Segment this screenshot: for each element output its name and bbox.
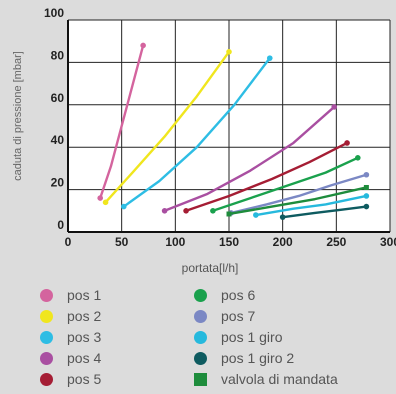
series-line: [122, 56, 271, 208]
legend-marker: [194, 330, 207, 344]
legend-label: pos 4: [67, 350, 102, 366]
legend-item-pos-3: pos 3: [40, 329, 101, 345]
y-tick-label: 0: [57, 218, 64, 232]
series-line: [163, 105, 336, 212]
x-tick-label: 100: [165, 235, 185, 249]
legend-item-pos-6: pos 6: [194, 287, 255, 303]
y-tick-label: 60: [51, 91, 65, 105]
y-axis-label: caduta di pressione [mbar]: [12, 51, 24, 181]
legend-marker-square: [194, 372, 207, 386]
series-end-marker: [266, 55, 273, 61]
series-start-marker: [102, 199, 109, 206]
series-line: [211, 156, 359, 212]
legend-item-pos-1-giro-2: pos 1 giro 2: [194, 350, 294, 366]
series-line: [184, 141, 349, 212]
series-start-marker: [226, 211, 232, 217]
legend-marker: [194, 288, 207, 302]
series-end-marker: [363, 171, 370, 178]
series-end-marker: [226, 49, 232, 55]
series-line: [254, 194, 368, 217]
legend-label: valvola di mandata: [221, 371, 338, 387]
legend-label: pos 1 giro: [221, 329, 283, 345]
pressure-drop-chart: 0 50 100 150 200 250 300 0 20 40 60 80 100: [44, 6, 396, 249]
x-tick-label: 0: [65, 235, 72, 249]
legend-marker: [40, 372, 53, 386]
legend-item-pos-2: pos 2: [40, 308, 101, 324]
series-line: [229, 173, 368, 215]
x-tick-label: 200: [273, 235, 293, 249]
legend-item-pos-1-giro: pos 1 giro: [194, 329, 282, 345]
series-end-marker: [363, 193, 370, 199]
x-axis-label: portata[l/h]: [181, 261, 239, 275]
series-end-marker: [363, 184, 369, 190]
legend-marker: [194, 351, 207, 365]
series-end-marker: [363, 203, 370, 210]
series-start-marker: [121, 203, 127, 210]
legend-label: pos 1: [67, 287, 102, 303]
legend-marker: [194, 309, 207, 323]
legend-item-pos-1: pos 1: [40, 287, 101, 303]
series-line: [227, 186, 368, 216]
legend-marker: [40, 288, 53, 302]
series-line: [281, 205, 368, 219]
series-start-marker: [97, 195, 103, 201]
legend-item-valvola-di-mandata: valvola di mandata: [194, 371, 338, 387]
series-start-marker: [210, 208, 216, 214]
legend-label: pos 5: [67, 371, 102, 387]
legend-marker: [40, 309, 53, 323]
legend-label: pos 3: [67, 329, 102, 345]
y-tick-label: 80: [51, 48, 65, 62]
series-end-marker: [344, 140, 350, 146]
legend: pos 1 pos 2 pos 3 pos 4 pos 5 pos 6 pos …: [40, 287, 390, 391]
legend-label: pos 2: [67, 308, 102, 324]
series-start-marker: [253, 212, 259, 218]
legend-item-pos-7: pos 7: [194, 308, 255, 324]
x-tick-label: 250: [326, 235, 346, 249]
series-end-marker: [331, 104, 337, 110]
series-start-marker: [183, 208, 189, 214]
x-tick-label: 50: [115, 235, 129, 249]
series-end-marker: [140, 42, 146, 49]
series-line: [104, 50, 231, 204]
legend-label: pos 6: [221, 287, 256, 303]
y-tick-label: 40: [51, 133, 65, 147]
series-line: [99, 44, 145, 200]
legend-item-pos-4: pos 4: [40, 350, 101, 366]
legend-marker: [40, 330, 53, 344]
x-tick-label: 300: [380, 235, 396, 249]
series-end-marker: [355, 155, 361, 161]
series-start-marker: [161, 208, 168, 214]
legend-label: pos 7: [221, 308, 256, 324]
legend-label: pos 1 giro 2: [221, 350, 295, 366]
y-tick-label: 100: [44, 6, 64, 20]
y-tick-label: 20: [51, 176, 65, 190]
series-start-marker: [279, 214, 286, 220]
legend-marker: [40, 351, 53, 365]
legend-item-pos-5: pos 5: [40, 371, 101, 387]
x-tick-label: 150: [219, 235, 239, 249]
